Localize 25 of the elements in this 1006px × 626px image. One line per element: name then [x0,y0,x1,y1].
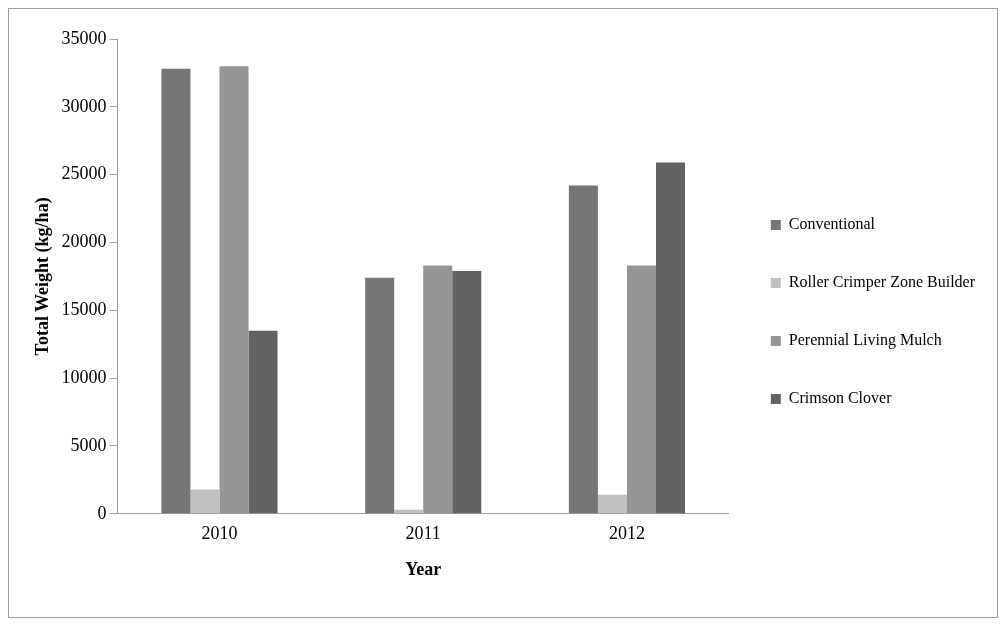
bar [161,68,191,514]
bar [597,494,627,514]
x-tick-label: 2010 [201,523,238,544]
bar [452,270,482,514]
y-tick-label: 0 [97,502,107,523]
y-tick-label: 15000 [61,299,107,320]
x-tick-label: 2011 [405,523,441,544]
y-tick-label: 30000 [61,95,107,116]
bar [568,185,598,514]
x-axis-title: Year [405,558,442,579]
bar [655,162,686,514]
y-axis-title: Total Weight (kg/ha) [32,197,54,356]
legend-label: Perennial Living Mulch [788,331,942,350]
bar [248,330,278,514]
legend-label: Conventional [788,215,876,233]
y-tick-label: 5000 [70,434,107,455]
legend-label: Crimson Clover [788,389,893,407]
bar [190,489,220,514]
y-tick-label: 20000 [61,231,107,252]
bar [365,277,395,514]
y-tick-label: 10000 [61,366,107,387]
x-tick-label: 2012 [608,523,645,544]
y-tick-label: 35000 [61,27,107,48]
y-tick-label: 25000 [61,163,107,184]
legend-label: Roller Crimper Zone Builder [788,273,976,292]
